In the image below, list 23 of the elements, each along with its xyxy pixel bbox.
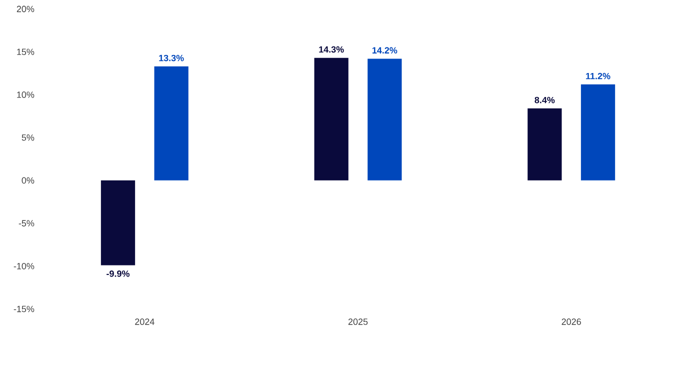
y-tick-label: -15%	[14, 306, 34, 312]
data-label: 14.2%	[372, 47, 398, 54]
y-tick-label: 10%	[17, 92, 34, 98]
bar	[314, 58, 348, 180]
bar	[528, 108, 562, 180]
data-label: 11.2%	[586, 72, 610, 80]
bar	[100, 180, 136, 266]
bar	[154, 66, 188, 180]
x-tick-label: 2025	[348, 318, 368, 325]
data-label: -9.9%	[106, 270, 130, 277]
data-label: 13.3%	[159, 54, 184, 62]
y-tick-label: 15%	[17, 48, 34, 56]
bar	[368, 58, 402, 180]
y-tick-label: -5%	[18, 220, 34, 226]
data-label: 8.4%	[534, 96, 555, 104]
y-tick-label: 20%	[16, 6, 34, 12]
y-tick-label: -10%	[14, 262, 34, 270]
x-tick-label: 2026	[562, 318, 581, 325]
y-tick-label: 0%	[22, 177, 34, 184]
x-tick-label: 2024	[135, 318, 154, 325]
bar	[580, 84, 616, 180]
data-label: 14.3%	[319, 46, 344, 53]
y-tick-label: 5%	[22, 134, 34, 141]
